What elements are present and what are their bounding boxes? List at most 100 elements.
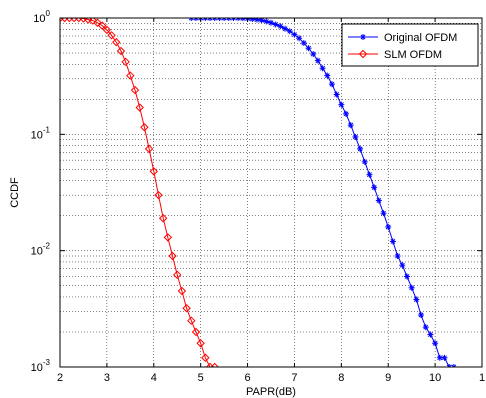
asterisk-stroke [395,253,401,259]
data-point-asterisk [192,18,199,21]
asterisk-stroke [232,18,236,21]
x-tick-label: 7 [291,372,297,384]
data-point-asterisk [338,101,345,108]
asterisk-stroke [427,332,433,338]
asterisk-stroke [448,364,452,367]
data-point-diamond [144,144,154,154]
data-point-asterisk [296,35,303,42]
asterisk-stroke [381,210,386,216]
data-point-asterisk [230,18,237,21]
data-point-asterisk [282,25,289,32]
data-point-diamond [93,18,102,27]
data-point-diamond [135,103,144,112]
data-point-asterisk [389,238,396,245]
chart-legend: Original OFDM SLM OFDM [341,23,479,67]
data-point-asterisk [427,331,434,338]
data-point-asterisk [324,72,331,79]
asterisk-stroke [306,45,311,51]
asterisk-stroke [212,18,216,21]
asterisk-stroke [329,81,335,87]
data-point-asterisk [328,81,335,88]
plot-frame [59,17,483,368]
asterisk-stroke [432,340,438,346]
data-point-asterisk [375,197,382,204]
asterisk-stroke [237,18,241,21]
asterisk-stroke [204,18,208,21]
data-point-diamond [191,327,201,337]
asterisk-stroke [282,26,288,32]
data-point-asterisk [319,65,326,72]
asterisk-stroke [199,18,204,21]
asterisk-stroke [418,312,424,318]
legend-label: Original OFDM [384,32,457,44]
data-point-diamond [88,18,98,25]
data-point-asterisk [277,23,284,30]
asterisk-stroke [334,92,340,97]
data-point-asterisk [371,184,378,191]
asterisk-stroke [320,65,326,71]
data-point-diamond [60,18,69,23]
data-point-asterisk [207,18,214,21]
data-point-diamond [168,251,177,261]
data-point-asterisk [403,273,410,280]
data-point-asterisk [394,252,401,259]
asterisk-stroke [352,134,358,140]
x-tick-label: 5 [198,372,204,384]
data-point-asterisk [216,18,223,21]
data-point-diamond [173,270,182,280]
asterisk-stroke [348,122,354,128]
series-slm-ofdm [60,18,219,367]
data-point-diamond [196,339,205,348]
data-point-diamond [97,21,107,30]
asterisk-stroke [188,18,192,21]
data-point-diamond [149,167,158,176]
asterisk-stroke [218,18,222,21]
data-point-diamond [69,18,79,23]
asterisk-stroke [231,18,235,21]
data-point-diamond [116,46,126,56]
data-point-asterisk [211,18,218,21]
asterisk-stroke [338,102,344,108]
data-point-asterisk [314,57,321,64]
asterisk-stroke [371,184,377,190]
y-tick-exponent: -1 [43,125,51,134]
asterisk-stroke [357,146,363,152]
data-point-diamond [154,190,163,200]
asterisk-stroke [223,18,227,21]
asterisk-stroke [385,224,391,230]
y-axis-label: CCDF [9,177,21,208]
data-point-asterisk [380,210,387,217]
data-point-diamond [358,49,368,59]
legend-label: SLM OFDM [384,49,442,61]
data-point-diamond [182,304,191,313]
asterisk-stroke [259,18,265,23]
asterisk-stroke [214,18,218,21]
asterisk-stroke [202,18,207,21]
asterisk-stroke [404,274,410,279]
data-point-asterisk [225,18,232,21]
asterisk-stroke [198,18,202,21]
data-point-diamond [102,25,112,35]
data-point-asterisk [221,18,228,21]
data-point-asterisk [188,18,195,21]
asterisk-stroke [273,22,279,27]
data-point-asterisk [347,122,354,129]
data-point-diamond [79,18,88,23]
data-point-diamond [187,316,196,325]
data-point-diamond [121,57,130,67]
x-tick-label: 2 [57,372,63,384]
data-point-diamond [65,18,74,23]
data-point-asterisk [385,223,392,230]
asterisk-stroke [207,18,211,21]
asterisk-stroke [221,18,225,21]
asterisk-stroke [263,18,269,24]
data-point-asterisk [305,45,312,52]
asterisk-stroke [226,18,230,21]
asterisk-stroke [362,159,368,165]
data-point-diamond [140,123,149,132]
x-tick-label: 4 [151,372,157,384]
data-point-diamond [177,286,187,296]
data-point-asterisk [258,18,265,24]
data-point-diamond [74,18,83,23]
data-point-diamond [126,71,135,80]
